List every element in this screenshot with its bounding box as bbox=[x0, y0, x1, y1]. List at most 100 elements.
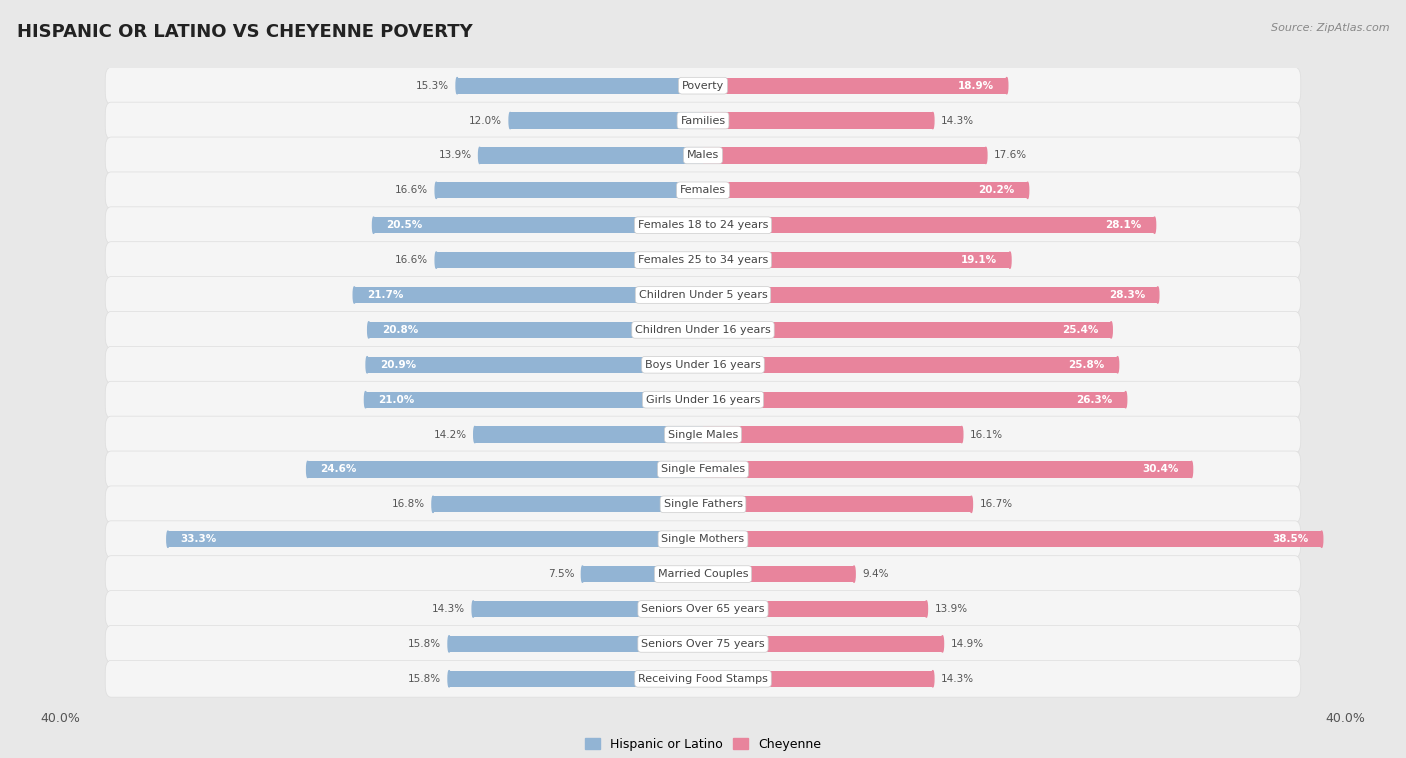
Ellipse shape bbox=[1026, 182, 1029, 199]
FancyBboxPatch shape bbox=[105, 277, 1301, 313]
Text: 16.1%: 16.1% bbox=[970, 430, 1002, 440]
Ellipse shape bbox=[434, 252, 437, 268]
FancyBboxPatch shape bbox=[105, 451, 1301, 488]
Text: 9.4%: 9.4% bbox=[862, 569, 889, 579]
Bar bbox=[366, 392, 703, 408]
Text: 20.2%: 20.2% bbox=[979, 185, 1015, 196]
Ellipse shape bbox=[478, 147, 481, 164]
Text: Children Under 16 years: Children Under 16 years bbox=[636, 325, 770, 335]
Ellipse shape bbox=[581, 566, 583, 582]
Bar bbox=[374, 217, 703, 233]
Ellipse shape bbox=[449, 671, 450, 687]
FancyBboxPatch shape bbox=[105, 172, 1301, 208]
Bar bbox=[703, 217, 1154, 233]
Bar bbox=[449, 636, 703, 652]
Text: Females 18 to 24 years: Females 18 to 24 years bbox=[638, 221, 768, 230]
Bar bbox=[474, 601, 703, 617]
FancyBboxPatch shape bbox=[105, 102, 1301, 139]
Text: Seniors Over 65 years: Seniors Over 65 years bbox=[641, 604, 765, 614]
Ellipse shape bbox=[925, 601, 928, 617]
Text: 16.6%: 16.6% bbox=[395, 255, 429, 265]
Text: 25.4%: 25.4% bbox=[1062, 325, 1098, 335]
Ellipse shape bbox=[1008, 252, 1011, 268]
Text: 25.8%: 25.8% bbox=[1069, 360, 1105, 370]
Text: Females: Females bbox=[681, 185, 725, 196]
Text: 28.3%: 28.3% bbox=[1109, 290, 1144, 300]
Ellipse shape bbox=[472, 601, 474, 617]
Text: 15.8%: 15.8% bbox=[408, 674, 441, 684]
Bar bbox=[475, 427, 703, 443]
Text: Boys Under 16 years: Boys Under 16 years bbox=[645, 360, 761, 370]
Text: 16.8%: 16.8% bbox=[392, 500, 425, 509]
Bar bbox=[479, 147, 703, 164]
Bar bbox=[703, 671, 932, 687]
FancyBboxPatch shape bbox=[105, 660, 1301, 697]
Text: Single Fathers: Single Fathers bbox=[664, 500, 742, 509]
FancyBboxPatch shape bbox=[105, 486, 1301, 523]
Ellipse shape bbox=[353, 287, 356, 303]
Text: 20.8%: 20.8% bbox=[381, 325, 418, 335]
Bar bbox=[703, 566, 853, 582]
FancyBboxPatch shape bbox=[105, 381, 1301, 418]
Bar bbox=[167, 531, 703, 547]
Bar bbox=[436, 252, 703, 268]
FancyBboxPatch shape bbox=[105, 67, 1301, 104]
Ellipse shape bbox=[932, 671, 934, 687]
Bar bbox=[308, 462, 703, 478]
Bar bbox=[703, 601, 927, 617]
FancyBboxPatch shape bbox=[105, 625, 1301, 662]
Bar bbox=[354, 287, 703, 303]
Text: 21.7%: 21.7% bbox=[367, 290, 404, 300]
Ellipse shape bbox=[1005, 77, 1008, 94]
FancyBboxPatch shape bbox=[105, 312, 1301, 348]
Ellipse shape bbox=[449, 636, 450, 652]
Ellipse shape bbox=[970, 496, 973, 512]
Text: HISPANIC OR LATINO VS CHEYENNE POVERTY: HISPANIC OR LATINO VS CHEYENNE POVERTY bbox=[17, 23, 472, 41]
FancyBboxPatch shape bbox=[105, 590, 1301, 628]
Bar bbox=[703, 357, 1118, 373]
Bar bbox=[433, 496, 703, 512]
Ellipse shape bbox=[941, 636, 943, 652]
Bar bbox=[703, 287, 1157, 303]
Text: Families: Families bbox=[681, 115, 725, 126]
Ellipse shape bbox=[432, 496, 434, 512]
Text: 24.6%: 24.6% bbox=[321, 465, 357, 475]
FancyBboxPatch shape bbox=[105, 242, 1301, 278]
FancyBboxPatch shape bbox=[105, 556, 1301, 593]
Text: Males: Males bbox=[688, 150, 718, 161]
Text: Single Females: Single Females bbox=[661, 465, 745, 475]
Ellipse shape bbox=[364, 392, 367, 408]
Ellipse shape bbox=[509, 112, 512, 129]
FancyBboxPatch shape bbox=[105, 207, 1301, 243]
Text: 16.7%: 16.7% bbox=[980, 500, 1012, 509]
Bar bbox=[457, 77, 703, 94]
Bar bbox=[703, 322, 1111, 338]
Text: 20.5%: 20.5% bbox=[387, 221, 423, 230]
Bar bbox=[703, 496, 972, 512]
Ellipse shape bbox=[1191, 462, 1192, 478]
Text: 17.6%: 17.6% bbox=[994, 150, 1026, 161]
Ellipse shape bbox=[1157, 287, 1159, 303]
FancyBboxPatch shape bbox=[105, 416, 1301, 453]
Bar bbox=[703, 147, 986, 164]
Ellipse shape bbox=[1125, 392, 1126, 408]
Text: 18.9%: 18.9% bbox=[957, 80, 994, 91]
Text: 38.5%: 38.5% bbox=[1272, 534, 1309, 544]
Text: 13.9%: 13.9% bbox=[935, 604, 967, 614]
Text: Source: ZipAtlas.com: Source: ZipAtlas.com bbox=[1271, 23, 1389, 33]
Ellipse shape bbox=[984, 147, 987, 164]
Ellipse shape bbox=[167, 531, 169, 547]
Bar bbox=[367, 357, 703, 373]
Text: Seniors Over 75 years: Seniors Over 75 years bbox=[641, 639, 765, 649]
Bar bbox=[703, 636, 942, 652]
Text: 14.9%: 14.9% bbox=[950, 639, 984, 649]
Ellipse shape bbox=[1116, 357, 1119, 373]
Text: Single Mothers: Single Mothers bbox=[661, 534, 745, 544]
Ellipse shape bbox=[373, 217, 375, 233]
Text: 14.3%: 14.3% bbox=[941, 115, 974, 126]
Text: Married Couples: Married Couples bbox=[658, 569, 748, 579]
Ellipse shape bbox=[307, 462, 309, 478]
Bar bbox=[703, 392, 1126, 408]
Text: 7.5%: 7.5% bbox=[548, 569, 575, 579]
Ellipse shape bbox=[853, 566, 855, 582]
